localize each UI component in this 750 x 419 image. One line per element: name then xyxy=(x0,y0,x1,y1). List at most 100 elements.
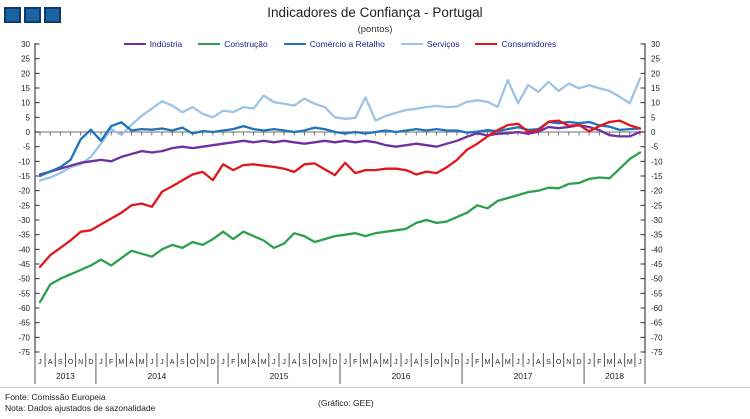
legend-item: Construção xyxy=(198,39,268,49)
axis-label: M xyxy=(240,359,246,366)
axis-label: A xyxy=(536,359,541,366)
series-line-servi-os xyxy=(38,77,642,182)
axis-label: -70 xyxy=(18,333,30,342)
logo-square-icon xyxy=(4,7,21,23)
source-note: Fonte: Comissão Europeia Nota: Dados aju… xyxy=(5,392,155,414)
axis-label: M xyxy=(383,359,389,366)
axis-label: J xyxy=(394,359,398,366)
axis-label: -60 xyxy=(651,304,663,313)
axis-label: 0 xyxy=(651,128,656,137)
axis-label: M xyxy=(118,359,124,366)
axis-label: -25 xyxy=(651,201,663,210)
axis-label: F xyxy=(353,359,357,366)
legend-line-icon xyxy=(400,43,423,45)
gee-logo xyxy=(4,7,61,23)
series-line-consumidores xyxy=(38,119,642,269)
axis-label: -75 xyxy=(18,348,30,357)
axis-label: J xyxy=(150,359,154,366)
axis-label: 30 xyxy=(21,40,30,49)
axis-label: -50 xyxy=(651,275,663,284)
axis-label: 5 xyxy=(651,113,656,122)
axis-label: 25 xyxy=(651,55,660,64)
axis-label: D xyxy=(210,359,215,366)
legend-label: Serviços xyxy=(426,39,460,49)
axis-label: 2016 xyxy=(392,371,411,381)
axis-label: J xyxy=(516,359,520,366)
series-line-ind-stria xyxy=(38,124,642,176)
axis-label: J xyxy=(272,359,276,366)
axis-label: N xyxy=(566,359,571,366)
axis-label: D xyxy=(454,359,459,366)
legend-line-icon xyxy=(198,43,221,45)
series-line-constru-o xyxy=(38,151,642,304)
axis-label: J xyxy=(221,359,225,366)
axis-label: 0 xyxy=(26,128,31,137)
axis-label: -55 xyxy=(651,289,663,298)
axis-label: J xyxy=(160,359,164,366)
axis-label: O xyxy=(312,359,318,366)
axis-label: J xyxy=(638,359,642,366)
axis-label: A xyxy=(414,359,419,366)
axis-label: J xyxy=(526,359,530,366)
axis-label: F xyxy=(597,359,601,366)
axis-label: M xyxy=(139,359,145,366)
axis-label: O xyxy=(556,359,562,366)
axis-label: N xyxy=(444,359,449,366)
axis-label: A xyxy=(251,359,256,366)
legend-label: Consumidores xyxy=(501,39,557,49)
axis-label: -45 xyxy=(651,260,663,269)
axis-label: -40 xyxy=(651,245,663,254)
axis-label: O xyxy=(434,359,440,366)
logo-square-icon xyxy=(44,7,61,23)
axis-label: A xyxy=(170,359,175,366)
axis-label: S xyxy=(302,359,307,366)
legend-line-icon xyxy=(475,43,498,45)
axis-label: -50 xyxy=(18,275,30,284)
axis-label: -15 xyxy=(18,172,30,181)
axis-label: -35 xyxy=(651,231,663,240)
chart-legend: Indústria Construção Comércio a Retalho Ser… xyxy=(35,39,645,49)
axis-label: -25 xyxy=(18,201,30,210)
axis-label: -15 xyxy=(651,172,663,181)
axis-label: 10 xyxy=(651,99,660,108)
axis-label: 20 xyxy=(651,69,660,78)
legend-line-icon xyxy=(283,43,306,45)
axis-label: A xyxy=(48,359,53,366)
seasonality-note: Nota: Dados ajustados de sazonalidade xyxy=(5,403,156,413)
legend-line-icon xyxy=(123,43,146,45)
axis-label: -20 xyxy=(18,187,30,196)
legend-item: Consumidores xyxy=(475,39,556,49)
axis-label: -30 xyxy=(651,216,663,225)
axis-label: 25 xyxy=(21,55,30,64)
logo-square-icon xyxy=(24,7,41,23)
axis-label: A xyxy=(129,359,134,366)
axis-label: -20 xyxy=(651,187,663,196)
axis-label: 15 xyxy=(21,84,30,93)
axis-label: 2013 xyxy=(56,371,75,381)
axis-label: -65 xyxy=(18,319,30,328)
axis-label: O xyxy=(68,359,74,366)
axis-label: S xyxy=(180,359,185,366)
axis-label: -10 xyxy=(651,157,663,166)
legend-item: Indústria xyxy=(123,39,183,49)
axis-label: M xyxy=(627,359,633,366)
axis-label: F xyxy=(109,359,113,366)
axis-label: 2015 xyxy=(270,371,289,381)
axis-label: J xyxy=(343,359,347,366)
axis-label: D xyxy=(332,359,337,366)
axis-label: A xyxy=(292,359,297,366)
axis-label: D xyxy=(88,359,93,366)
axis-label: 5 xyxy=(26,113,31,122)
axis-label: F xyxy=(231,359,235,366)
axis-label: -30 xyxy=(18,216,30,225)
graphic-credit: (Gráfico: GEE) xyxy=(318,398,374,408)
axis-label: 30 xyxy=(651,40,660,49)
axis-label: O xyxy=(190,359,196,366)
legend-label: Indústria xyxy=(149,39,183,49)
legend-label: Construção xyxy=(224,39,268,49)
axis-label: M xyxy=(505,359,511,366)
source-line: Fonte: Comissão Europeia xyxy=(5,392,106,402)
axis-label: D xyxy=(576,359,581,366)
axis-label: J xyxy=(38,359,42,366)
